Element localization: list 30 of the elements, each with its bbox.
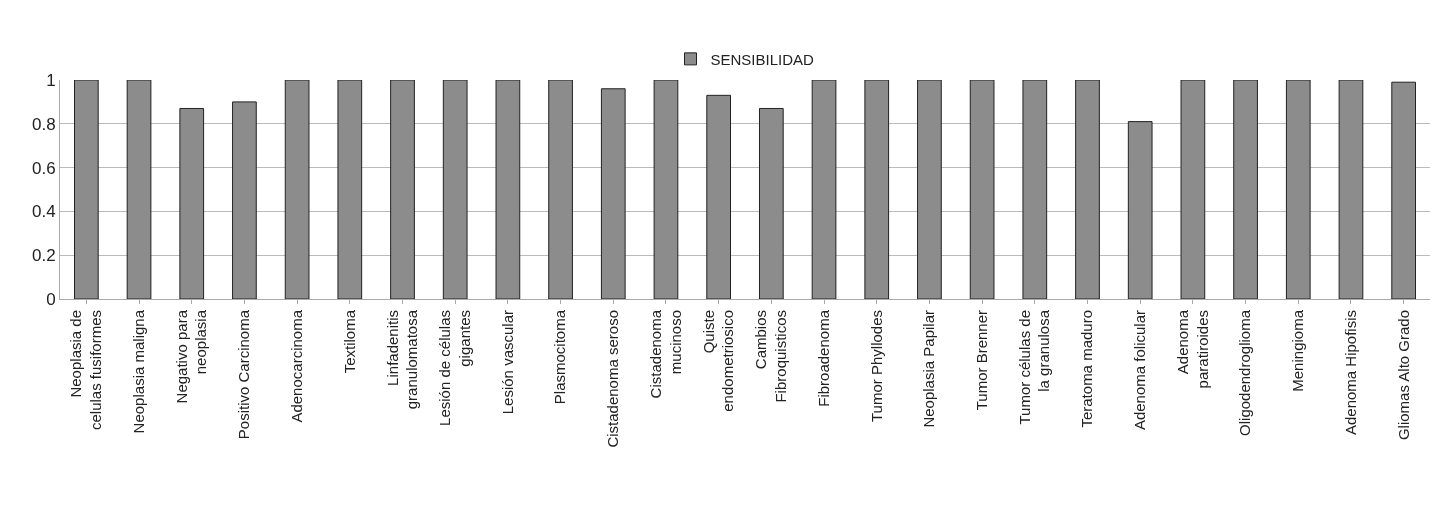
x-tick-label: Negativo para neoplasia: [172, 309, 210, 404]
x-tick-label: Cistadenoma seroso: [604, 310, 622, 448]
x-tick-label: Tumor células de la granulosa: [1015, 309, 1053, 425]
y-tick-label: 0.2: [31, 246, 56, 266]
x-tick-label: Textiloma: [340, 309, 358, 374]
x-tick-label: Teratoma maduro: [1078, 310, 1096, 428]
y-tick-label: 1: [46, 70, 56, 90]
x-tick-label: Fibroadenoma: [814, 309, 832, 407]
x-tick-label: Oligodendroglioma: [1236, 309, 1254, 436]
x-tick-label: Neoplasia Papilar: [920, 310, 938, 428]
y-tick-label: 0.6: [31, 158, 56, 178]
x-tick-label: Linfadenitis granulomatosa: [383, 309, 421, 410]
x-tick-label: Neoplasia maligna: [129, 309, 147, 434]
x-tick-label: Meningioma: [1289, 309, 1307, 392]
x-tick-label: Adenocarcinoma: [287, 309, 305, 423]
x-tick-label: Tumor Brenner: [972, 310, 990, 411]
x-tick-label: Adenoma Hipofisis: [1341, 310, 1359, 436]
x-tick-label: Gliomas Alto Grado: [1394, 310, 1412, 441]
x-tick-label: Cistadenoma mucinoso: [647, 309, 684, 399]
x-tick-label: Positivo Carcinoma: [235, 309, 253, 440]
x-tick-label: Adenoma paratiroides: [1174, 309, 1211, 389]
x-tick-label: Plasmocitoma: [551, 309, 569, 405]
x-tick-label: Tumor Phyllodes: [867, 310, 885, 422]
y-tick-label: 0.8: [31, 114, 56, 134]
legend-label: SENSIBILIDAD: [710, 50, 815, 68]
x-tick-label: Neoplasia de celulas fusiformes: [67, 310, 104, 431]
x-tick-label: Adenoma folicular: [1131, 310, 1149, 431]
y-tick-label: 0.4: [31, 202, 56, 222]
y-tick-label: 0: [46, 289, 56, 309]
x-tick-label: Lesión vascular: [498, 310, 516, 415]
